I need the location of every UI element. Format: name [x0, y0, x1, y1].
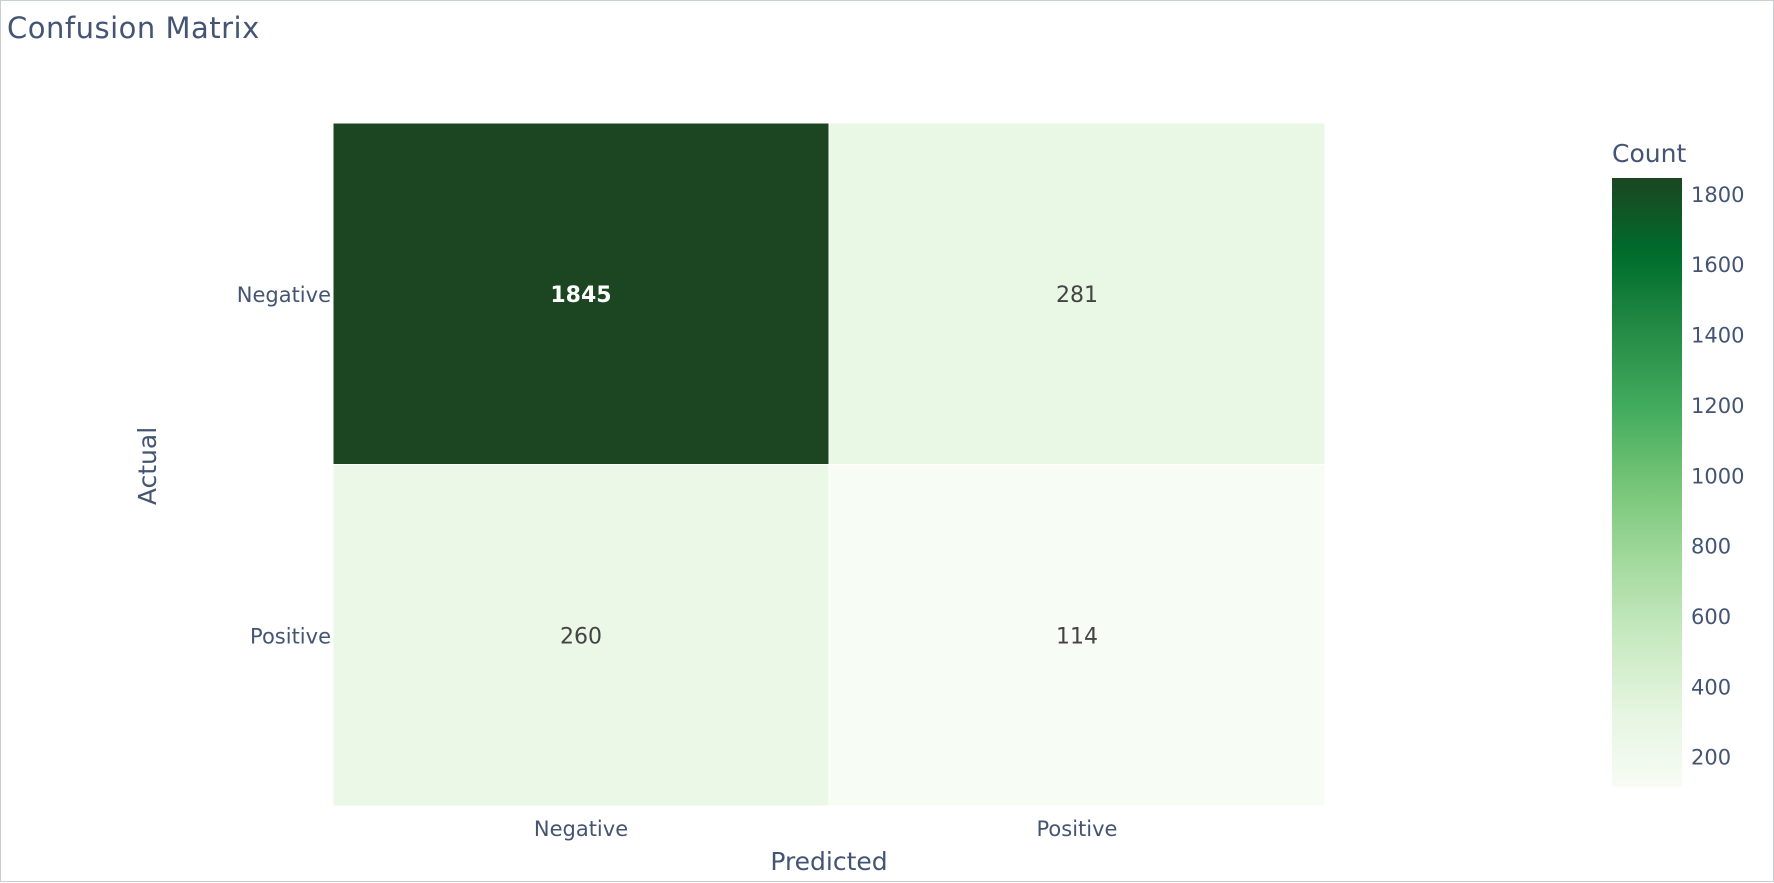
colorbar-tick-label: 200: [1691, 746, 1731, 770]
colorbar-tick-label: 1600: [1691, 253, 1744, 277]
colorbar-tick-label: 400: [1691, 675, 1731, 699]
colorbar-tick-label: 1800: [1691, 183, 1744, 207]
colorbar-gradient: [1612, 178, 1682, 787]
heatmap-cell-0-0: [332, 122, 830, 465]
cell-value-label-1-0: 260: [560, 624, 602, 649]
y-tick-label: Positive: [250, 624, 331, 648]
cell-value-label-0-1: 281: [1056, 283, 1098, 308]
cell-value-label-1-1: 114: [1056, 624, 1098, 649]
colorbar-tick-label: 800: [1691, 535, 1731, 559]
chart-title: Confusion Matrix: [7, 11, 260, 45]
cell-value-label-0-0: 1845: [550, 283, 611, 308]
x-tick-label: Negative: [534, 817, 628, 841]
heatmap-cell-1-0: [332, 464, 830, 807]
x-axis-title: Predicted: [770, 847, 887, 876]
y-axis-title: Actual: [133, 427, 162, 505]
colorbar-tick-label: 1000: [1691, 464, 1744, 488]
heatmap-cell-0-1: [828, 122, 1326, 465]
y-tick-label: Negative: [237, 283, 331, 307]
colorbar-tick-label: 1200: [1691, 394, 1744, 418]
colorbar-tick-label: 1400: [1691, 324, 1744, 348]
colorbar-title: Count: [1612, 139, 1686, 168]
heatmap-cell-1-1: [828, 464, 1326, 807]
colorbar: Count 200 400 600 800 1000 1200 1400 1600 1800: [1612, 139, 1744, 787]
colorbar-tick-label: 600: [1691, 605, 1731, 629]
x-tick-label: Positive: [1037, 817, 1118, 841]
